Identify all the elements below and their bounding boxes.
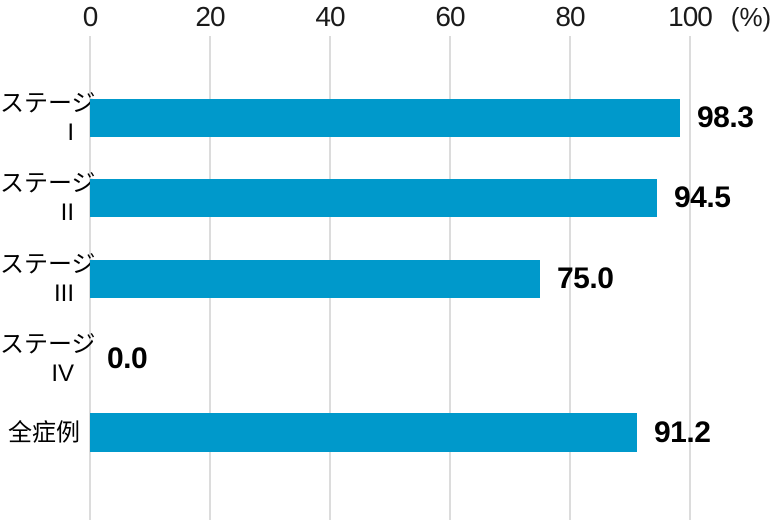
bar-stage-1: [90, 99, 680, 137]
axis-tick-20: 20: [195, 1, 225, 32]
bar-stage-2: [90, 179, 657, 217]
bar-row-all-cases: 全症例 91.2: [0, 413, 780, 452]
category-label-numeral: II: [60, 199, 74, 226]
axis-tick-60: 60: [435, 1, 465, 32]
bar-stage-3: [90, 260, 540, 298]
bar-row-stage-1: ステージ I 98.3: [0, 90, 780, 146]
gridline-80: [569, 36, 571, 520]
gridline-100: [689, 36, 691, 520]
axis-tick-0: 0: [82, 1, 99, 32]
bar-row-stage-4: ステージ IV 0.0: [0, 331, 780, 387]
value-label-stage-3: 75.0: [557, 262, 614, 295]
category-label-numeral: I: [67, 119, 74, 146]
category-label-text: ステージ: [0, 90, 96, 117]
value-label-all-cases: 91.2: [654, 415, 711, 449]
bar-all-cases: [90, 413, 637, 452]
category-label-stage-1: ステージ I: [0, 89, 96, 147]
bar-row-stage-2: ステージ II 94.5: [0, 170, 780, 226]
category-label-stage-4: ステージ IV: [0, 330, 96, 388]
category-label-numeral: III: [53, 280, 74, 307]
axis-tick-40: 40: [315, 1, 345, 32]
axis-tick-80: 80: [555, 1, 585, 32]
category-label-numeral: IV: [51, 360, 74, 387]
value-label-stage-4: 0.0: [107, 342, 148, 375]
axis-unit-label: (%): [730, 2, 772, 32]
category-label-text: 全症例: [8, 419, 80, 446]
value-label-stage-2: 94.5: [674, 181, 731, 214]
category-label-text: ステージ: [0, 170, 96, 197]
category-label-stage-3: ステージ III: [0, 250, 96, 308]
category-label-all-cases: 全症例: [0, 418, 80, 447]
category-label-text: ステージ: [0, 251, 96, 278]
category-label-stage-2: ステージ II: [0, 169, 96, 227]
bar-row-stage-3: ステージ III 75.0: [0, 251, 780, 307]
value-label-stage-1: 98.3: [697, 101, 754, 134]
axis-tick-100: 100: [668, 1, 713, 32]
category-label-text: ステージ: [0, 331, 96, 358]
